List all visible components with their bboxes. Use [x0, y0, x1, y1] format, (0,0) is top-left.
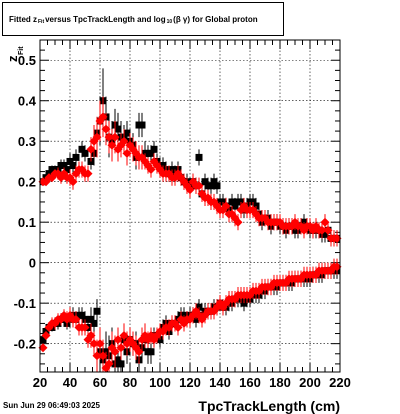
data-point-black: [321, 230, 329, 238]
data-point-red: [113, 335, 123, 345]
data-point-black: [228, 198, 236, 206]
y-tick-label: 0.5: [18, 53, 36, 68]
data-point-black: [123, 129, 131, 137]
data-point-black: [78, 311, 86, 319]
data-point-black: [60, 162, 68, 170]
data-point-black: [138, 121, 146, 129]
data-point-red: [98, 351, 108, 361]
x-tick-label: 80: [123, 375, 137, 390]
data-point-black: [147, 149, 155, 157]
x-tick-label: 60: [93, 375, 107, 390]
data-point-red: [68, 177, 78, 187]
data-point-red: [185, 185, 195, 195]
title-subscript-10: 10: [166, 19, 173, 25]
data-point-red: [95, 339, 105, 349]
data-point-red: [92, 351, 102, 361]
y-tick-label: 0.1: [18, 215, 36, 230]
x-axis-title: TpcTrackLength (cm): [198, 398, 340, 414]
data-point-red: [80, 322, 90, 332]
data-point-red: [107, 140, 117, 150]
data-point-red: [317, 225, 327, 235]
data-point-red: [116, 343, 126, 353]
data-point-black: [87, 315, 95, 323]
y-tick-label: 0.2: [18, 175, 36, 190]
x-tick-label: 100: [149, 375, 171, 390]
data-point-red: [89, 339, 99, 349]
x-tick-label: 160: [239, 375, 261, 390]
data-point-red: [38, 343, 48, 353]
x-tick-label: 180: [269, 375, 291, 390]
data-point-red: [332, 262, 342, 272]
y-axis-title-subscript: Fit: [18, 46, 25, 55]
data-point-black: [78, 145, 86, 153]
x-tick-label: 120: [179, 375, 201, 390]
data-point-red: [110, 347, 120, 357]
data-point-red: [41, 331, 51, 341]
title-text-1: Fitted z: [9, 14, 37, 24]
data-point-red: [173, 322, 183, 332]
data-point-red: [110, 132, 120, 142]
data-point-black: [114, 125, 122, 133]
data-point-red: [104, 359, 114, 369]
data-point-red: [86, 331, 96, 341]
title-subscript-fit: Fit: [38, 19, 45, 25]
data-point-black: [195, 153, 203, 161]
data-point-black: [93, 307, 101, 315]
data-point-black: [207, 182, 215, 190]
data-point-black: [147, 348, 155, 356]
data-point-red: [194, 181, 204, 191]
data-point-black: [210, 178, 218, 186]
y-tick-label: 0: [29, 256, 36, 271]
data-point-black: [72, 153, 80, 161]
data-point-red: [86, 144, 96, 154]
chart-title: Fitted z Fit versus TpcTrackLength and l…: [2, 2, 284, 36]
title-text-3: (β γ) for Global proton: [173, 14, 258, 24]
y-tick-label: -0.1: [14, 296, 36, 311]
data-point-red: [122, 148, 132, 158]
data-point-black: [81, 149, 89, 157]
data-point-red: [221, 201, 231, 211]
y-tick-label: 0.4: [18, 94, 37, 109]
plot-frame: [39, 39, 341, 373]
data-point-black: [117, 360, 125, 368]
x-tick-label: 200: [299, 375, 321, 390]
data-point-red: [233, 217, 243, 227]
x-tick-label: 40: [63, 375, 77, 390]
data-point-red: [83, 169, 93, 179]
data-point-red: [104, 132, 114, 142]
data-point-black: [231, 202, 239, 210]
timestamp: Sun Jun 29 06:49:03 2025: [3, 401, 100, 410]
x-tick-label: 20: [33, 375, 47, 390]
data-point-red: [119, 331, 129, 341]
y-tick-label: 0.3: [18, 134, 36, 149]
data-point-black: [90, 319, 98, 327]
data-point-black: [63, 166, 71, 174]
x-tick-label: 220: [329, 375, 351, 390]
data-point-black: [66, 157, 74, 165]
data-point-red: [320, 217, 330, 227]
data-point-red: [92, 132, 102, 142]
data-point-black: [39, 336, 47, 344]
data-point-red: [323, 225, 333, 235]
x-tick-label: 140: [209, 375, 231, 390]
data-point-red: [332, 233, 342, 243]
data-point-red: [146, 165, 156, 175]
data-point-red: [134, 347, 144, 357]
data-point-black: [69, 162, 77, 170]
data-point-red: [98, 112, 108, 122]
y-tick-label: -0.2: [14, 337, 36, 352]
data-point-black: [114, 356, 122, 364]
data-point-red: [119, 136, 129, 146]
data-point-black: [150, 145, 158, 153]
data-point-black: [213, 182, 221, 190]
title-text-2: versus TpcTrackLength and log: [45, 14, 166, 24]
data-point-black: [201, 178, 209, 186]
data-point-red: [101, 124, 111, 134]
data-point-red: [71, 314, 81, 324]
y-axis-title: z: [5, 55, 20, 62]
